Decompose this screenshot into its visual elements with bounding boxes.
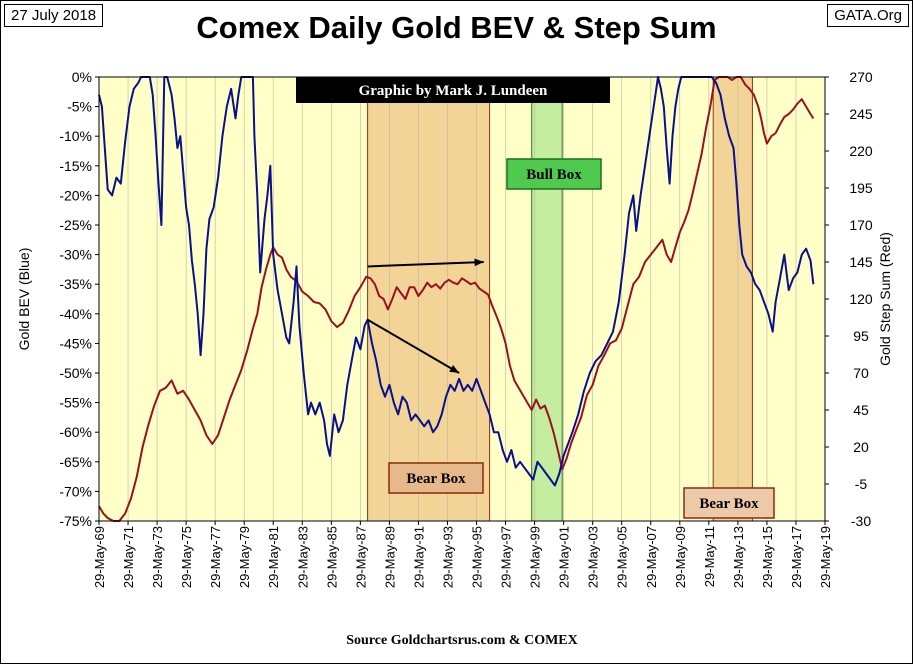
credit-banner (296, 77, 610, 103)
tick-label-x: 29-May-83 (295, 526, 310, 588)
tick-label-right: 170 (849, 217, 873, 233)
tick-label-right: -5 (855, 476, 868, 492)
tick-label-right: 70 (853, 365, 869, 381)
y-axis-title-left: Gold BEV (Blue) (16, 248, 32, 351)
chart-title: Comex Daily Gold BEV & Step Sum (196, 10, 717, 45)
arrow-line-0 (367, 261, 484, 268)
tick-label-left: -65% (59, 454, 92, 470)
tick-label-x: 29-May-93 (440, 526, 455, 588)
bear-box-label-1-box (388, 462, 484, 494)
tick-label-x: 29-May-87 (353, 526, 368, 588)
tick-label-x: 29-May-81 (266, 526, 281, 588)
credit-label: Graphic by Mark J. Lundeen (359, 83, 548, 99)
bear-box-label-2: Bear Box (699, 496, 759, 512)
tick-label-right: 245 (849, 106, 873, 122)
tick-label-left: -25% (59, 217, 92, 233)
bear-box-label-2-box (683, 487, 775, 519)
tick-label-x: 29-May-75 (179, 526, 194, 588)
tick-label-x: 29-May-07 (644, 526, 659, 588)
tick-label-left: -10% (59, 128, 92, 144)
arrows-layer (367, 258, 484, 374)
bull-box-label-box (506, 158, 602, 190)
tick-label-left: -15% (59, 158, 92, 174)
tick-label-right: 45 (853, 402, 869, 418)
tick-label-left: -20% (59, 187, 92, 203)
tick-label-right: 95 (853, 328, 869, 344)
ticks-layer: 0% -5% -10% -15% -20% -25% -30% -35% -40% -45% -50… (59, 69, 873, 588)
tick-label-x: 29-May-99 (528, 526, 543, 588)
tick-label-x: 29-May-05 (615, 526, 630, 588)
tick-label-x: 29-May-09 (673, 526, 688, 588)
tick-label-right: 120 (849, 291, 873, 307)
tick-label-left: -40% (59, 306, 92, 322)
tick-label-right: 195 (849, 180, 873, 196)
bear-box-0 (367, 76, 491, 522)
source-label: Source Goldchartsrus.com & COMEX (346, 633, 578, 648)
tick-label-left: -60% (59, 424, 92, 440)
tick-label-x: 29-May-85 (324, 526, 339, 588)
bull-box-label: Bull Box (526, 167, 582, 183)
arrow-head-0 (474, 258, 484, 267)
bear-box-label-1: Bear Box (406, 471, 466, 487)
tick-label-x: 29-May-71 (121, 526, 136, 588)
tick-label-x: 29-May-03 (586, 526, 601, 588)
boxes-layer (367, 76, 753, 522)
tick-label-x: 29-May-01 (557, 526, 572, 588)
tick-label-x: 29-May-97 (499, 526, 514, 588)
tick-label-x: 29-May-15 (760, 526, 775, 588)
tick-label-x: 29-May-89 (382, 526, 397, 588)
tick-label-x: 29-May-91 (411, 526, 426, 588)
y-axis-title-right: Gold Step Sum (Red) (877, 232, 893, 366)
tick-label-right: -30 (851, 513, 871, 529)
tick-label-right: 145 (849, 254, 873, 270)
tick-label-left: -5% (67, 99, 92, 115)
tick-label-x: 29-May-13 (731, 526, 746, 588)
tick-label-left: -70% (59, 483, 92, 499)
tick-label-right: 220 (849, 143, 873, 159)
tick-label-x: 29-May-77 (208, 526, 223, 588)
series-line-step-sum (98, 76, 815, 522)
tick-label-left: -50% (59, 365, 92, 381)
site-label: GATA.Org (827, 4, 909, 27)
tick-label-left: -30% (59, 247, 92, 263)
arrow-line-1 (367, 318, 460, 374)
tick-label-x: 29-May-69 (92, 526, 107, 588)
tick-label-left: -75% (59, 513, 92, 529)
arrow-head-1 (449, 364, 460, 373)
labels-layer: Graphic by Mark J. Lundeen Bull Box Bear B… (16, 77, 893, 648)
tick-label-right: 20 (853, 439, 869, 455)
tick-label-left: -35% (59, 276, 92, 292)
tick-label-x: 29-May-11 (702, 526, 717, 587)
tick-label-left: -45% (59, 335, 92, 351)
date-label: 27 July 2018 (4, 4, 104, 27)
tick-label-x: 29-May-95 (470, 526, 485, 588)
bull-box-1 (531, 76, 563, 522)
tick-label-right: 270 (849, 69, 873, 85)
tick-label-x: 29-May-79 (237, 526, 252, 588)
tick-label-x: 29-May-73 (150, 526, 165, 588)
tick-label-x: 29-May-17 (789, 526, 804, 588)
tick-label-x: 29-May-19 (818, 526, 833, 588)
tick-label-left: 0% (72, 69, 92, 85)
tick-label-left: -55% (59, 395, 92, 411)
